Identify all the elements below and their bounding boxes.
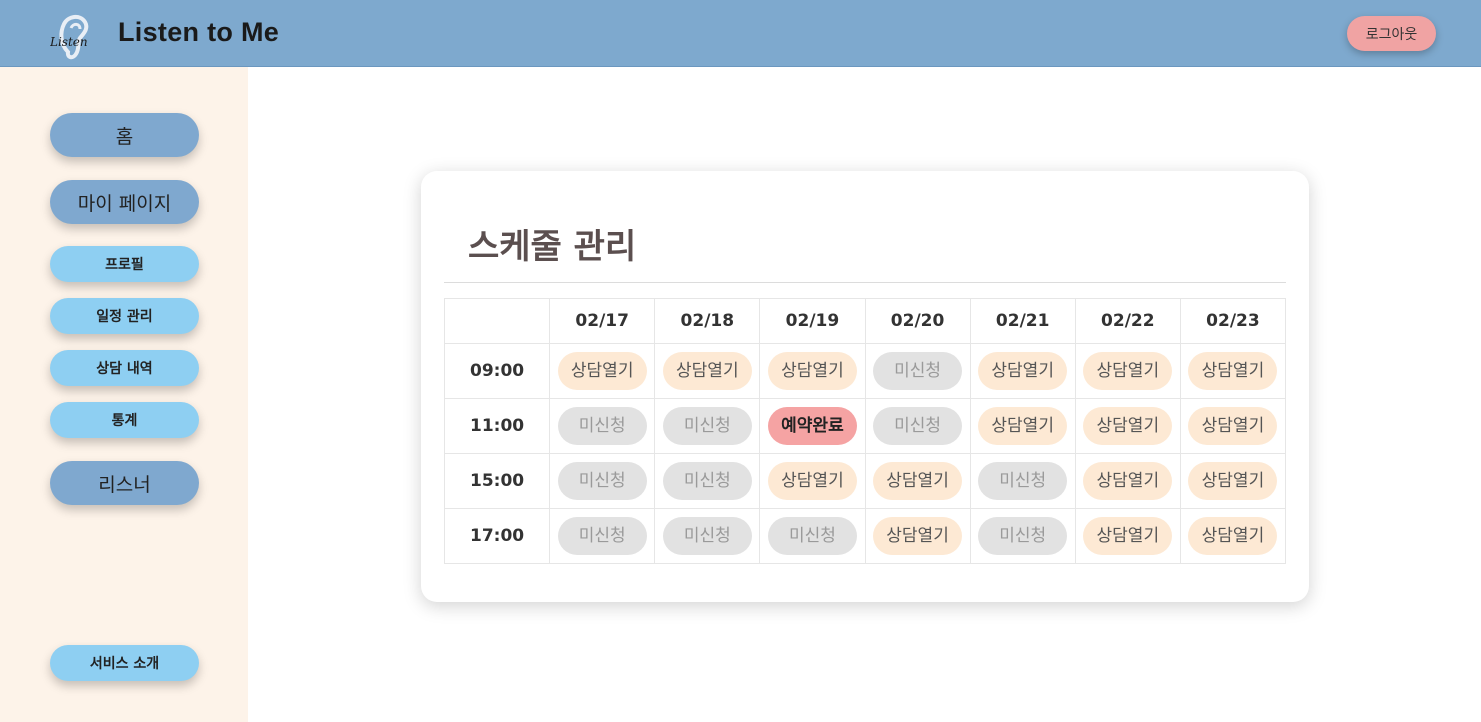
slot-open-button[interactable]: 상담열기 [1188, 352, 1278, 390]
schedule-cell: 미신청 [549, 398, 656, 454]
schedule-cell: 상담열기 [969, 343, 1076, 399]
schedule-cell: 미신청 [654, 398, 761, 454]
nav-listener-button[interactable]: 리스너 [50, 461, 199, 505]
schedule-cell: 상담열기 [759, 453, 866, 509]
slot-none-button[interactable]: 미신청 [557, 462, 647, 500]
slot-open-button[interactable]: 상담열기 [978, 352, 1068, 390]
schedule-cell: 상담열기 [864, 508, 971, 564]
slot-open-button[interactable]: 상담열기 [1083, 462, 1173, 500]
schedule-row: 09:00 상담열기 상담열기 상담열기 미신청 상담열기 상담열기 상담열기 [443, 343, 1287, 399]
sidebar: 홈 마이 페이지 프로필 일정 관리 상담 내역 통계 리스너 서비스 소개 [0, 67, 248, 722]
slot-open-button[interactable]: 상담열기 [1188, 407, 1278, 445]
slot-booked-button[interactable]: 예약완료 [767, 407, 857, 445]
nav-stats-button[interactable]: 통계 [50, 402, 199, 438]
time-label: 17:00 [443, 508, 551, 564]
schedule-cell: 미신청 [654, 453, 761, 509]
nav-history-button[interactable]: 상담 내역 [50, 350, 199, 386]
nav-schedule-button[interactable]: 일정 관리 [50, 298, 199, 334]
date-header: 02/17 [549, 298, 656, 344]
slot-open-button[interactable]: 상담열기 [767, 462, 857, 500]
slot-open-button[interactable]: 상담열기 [873, 517, 963, 555]
schedule-cell: 상담열기 [1074, 453, 1181, 509]
slot-none-button[interactable]: 미신청 [662, 407, 752, 445]
slot-open-button[interactable]: 상담열기 [1188, 462, 1278, 500]
schedule-cell: 상담열기 [864, 453, 971, 509]
slot-open-button[interactable]: 상담열기 [1083, 517, 1173, 555]
slot-open-button[interactable]: 상담열기 [978, 407, 1068, 445]
date-header: 02/20 [864, 298, 971, 344]
time-label: 15:00 [443, 453, 551, 509]
schedule-cell: 미신청 [759, 508, 866, 564]
schedule-cell: 예약완료 [759, 398, 866, 454]
ear-logo-icon[interactable]: Listen [49, 8, 102, 62]
schedule-card: 스케줄 관리 02/17 02/18 02/19 02/20 02/21 02/… [421, 171, 1309, 602]
slot-none-button[interactable]: 미신청 [873, 352, 963, 390]
schedule-cell: 미신청 [864, 398, 971, 454]
schedule-table: 02/17 02/18 02/19 02/20 02/21 02/22 02/2… [443, 298, 1287, 564]
slot-none-button[interactable]: 미신청 [978, 517, 1068, 555]
slot-none-button[interactable]: 미신청 [557, 517, 647, 555]
logout-button[interactable]: 로그아웃 [1347, 16, 1436, 51]
schedule-cell: 미신청 [549, 508, 656, 564]
schedule-cell: 상담열기 [1179, 343, 1287, 399]
page-title: 스케줄 관리 [468, 227, 637, 267]
schedule-cell: 상담열기 [1179, 508, 1287, 564]
slot-open-button[interactable]: 상담열기 [662, 352, 752, 390]
slot-open-button[interactable]: 상담열기 [767, 352, 857, 390]
schedule-cell: 상담열기 [654, 343, 761, 399]
date-header: 02/18 [654, 298, 761, 344]
slot-open-button[interactable]: 상담열기 [873, 462, 963, 500]
slot-none-button[interactable]: 미신청 [978, 462, 1068, 500]
schedule-cell: 미신청 [864, 343, 971, 399]
corner-cell [443, 298, 551, 344]
slot-none-button[interactable]: 미신청 [767, 517, 857, 555]
nav-home-button[interactable]: 홈 [50, 113, 199, 157]
slot-open-button[interactable]: 상담열기 [1083, 352, 1173, 390]
slot-none-button[interactable]: 미신청 [873, 407, 963, 445]
date-header: 02/22 [1074, 298, 1181, 344]
schedule-cell: 상담열기 [549, 343, 656, 399]
nav-mypage-button[interactable]: 마이 페이지 [50, 180, 199, 224]
nav-service-intro-button[interactable]: 서비스 소개 [50, 645, 199, 681]
date-header: 02/19 [759, 298, 866, 344]
logo-text: Listen [50, 35, 88, 49]
schedule-cell: 상담열기 [1179, 398, 1287, 454]
schedule-cell: 미신청 [969, 453, 1076, 509]
slot-open-button[interactable]: 상담열기 [557, 352, 647, 390]
schedule-row: 11:00 미신청 미신청 예약완료 미신청 상담열기 상담열기 상담열기 [443, 398, 1287, 454]
schedule-cell: 미신청 [654, 508, 761, 564]
date-header: 02/21 [969, 298, 1076, 344]
app-title[interactable]: Listen to Me [118, 17, 280, 47]
schedule-cell: 상담열기 [1074, 343, 1181, 399]
slot-open-button[interactable]: 상담열기 [1188, 517, 1278, 555]
schedule-cell: 상담열기 [1074, 398, 1181, 454]
schedule-cell: 상담열기 [1179, 453, 1287, 509]
slot-none-button[interactable]: 미신청 [662, 517, 752, 555]
slot-open-button[interactable]: 상담열기 [1083, 407, 1173, 445]
time-label: 09:00 [443, 343, 551, 399]
nav-profile-button[interactable]: 프로필 [50, 246, 199, 282]
time-label: 11:00 [443, 398, 551, 454]
date-header: 02/23 [1179, 298, 1287, 344]
top-header: Listen Listen to Me 로그아웃 [0, 0, 1481, 67]
schedule-row: 17:00 미신청 미신청 미신청 상담열기 미신청 상담열기 상담열기 [443, 508, 1287, 564]
schedule-cell: 상담열기 [969, 398, 1076, 454]
schedule-row: 15:00 미신청 미신청 상담열기 상담열기 미신청 상담열기 상담열기 [443, 453, 1287, 509]
title-divider [444, 282, 1286, 283]
date-header-row: 02/17 02/18 02/19 02/20 02/21 02/22 02/2… [443, 298, 1287, 344]
schedule-cell: 상담열기 [759, 343, 866, 399]
slot-none-button[interactable]: 미신청 [557, 407, 647, 445]
slot-none-button[interactable]: 미신청 [662, 462, 752, 500]
schedule-cell: 상담열기 [1074, 508, 1181, 564]
schedule-cell: 미신청 [549, 453, 656, 509]
schedule-cell: 미신청 [969, 508, 1076, 564]
